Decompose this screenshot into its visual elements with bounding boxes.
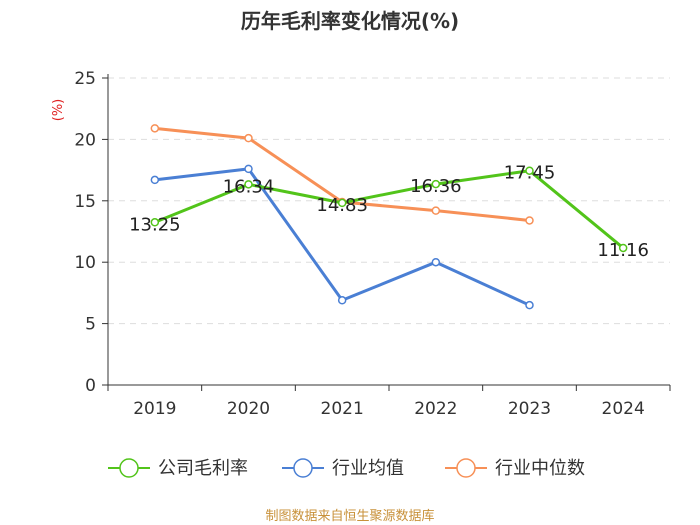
point-0-2023 (525, 166, 534, 175)
series-group (150, 124, 628, 310)
y-tick-label-15: 15 (74, 192, 96, 212)
gridlines (108, 77, 670, 325)
data-label-2022: 16.36 (410, 176, 462, 197)
point-2-2020 (244, 133, 253, 143)
series-line-0 (154, 169, 625, 250)
x-tick-label-2021: 2021 (321, 399, 364, 419)
x-tick-label-2023: 2023 (508, 399, 551, 419)
point-0-2021 (337, 198, 347, 208)
data-label-2020: 16.34 (223, 176, 275, 197)
x-tick-label-2022: 2022 (414, 399, 457, 419)
x-tick-label-2019: 2019 (133, 399, 176, 419)
point-0-2024 (618, 243, 628, 253)
legend: 公司毛利率 行业均值 行业中位数 (108, 458, 585, 479)
point-1-2023 (525, 300, 534, 310)
point-1-2019 (150, 175, 160, 185)
y-tick-label-0: 0 (85, 376, 96, 396)
point-1-2022 (431, 257, 441, 267)
data-label-2019: 13.25 (129, 214, 181, 235)
x-tick-label-2024: 2024 (602, 399, 645, 419)
data-labels: 13.25 16.34 14.83 16.36 17.45 11.16 (129, 163, 649, 261)
point-1-2021 (337, 296, 347, 305)
y-tick-label-20: 20 (74, 130, 96, 150)
data-label-2024: 11.16 (597, 240, 649, 261)
source-note: 制图数据来自恒生聚源数据库 (265, 508, 434, 524)
y-axis-label: (%) (51, 99, 66, 122)
y-tick-label-10: 10 (74, 253, 96, 273)
chart-title: 历年毛利率变化情况(%) (241, 9, 459, 33)
point-0-2019 (150, 218, 160, 227)
y-tick-label-25: 25 (74, 69, 96, 89)
x-tick-label-2020: 2020 (227, 399, 270, 419)
point-2-2023 (525, 216, 534, 225)
legend-label-1: 行业均值 (332, 458, 404, 479)
series-line-1 (154, 167, 531, 307)
y-axis: 0 5 10 15 20 25 (74, 69, 109, 396)
x-axis: 2019 2020 2021 2022 2023 2024 (107, 384, 671, 419)
legend-marker-1 (293, 458, 313, 478)
legend-label-2: 行业中位数 (495, 458, 585, 479)
point-2-2022 (431, 206, 441, 215)
legend-label-0: 公司毛利率 (158, 458, 248, 479)
legend-marker-2 (456, 458, 476, 478)
point-0-2022 (431, 179, 441, 189)
point-1-2020 (244, 164, 253, 174)
legend-marker-0 (119, 458, 139, 478)
data-label-2023: 17.45 (504, 163, 556, 184)
data-label-2021: 14.83 (316, 195, 368, 216)
point-0-2020 (244, 180, 253, 189)
point-2-2019 (150, 124, 160, 133)
y-tick-label-5: 5 (85, 315, 96, 335)
